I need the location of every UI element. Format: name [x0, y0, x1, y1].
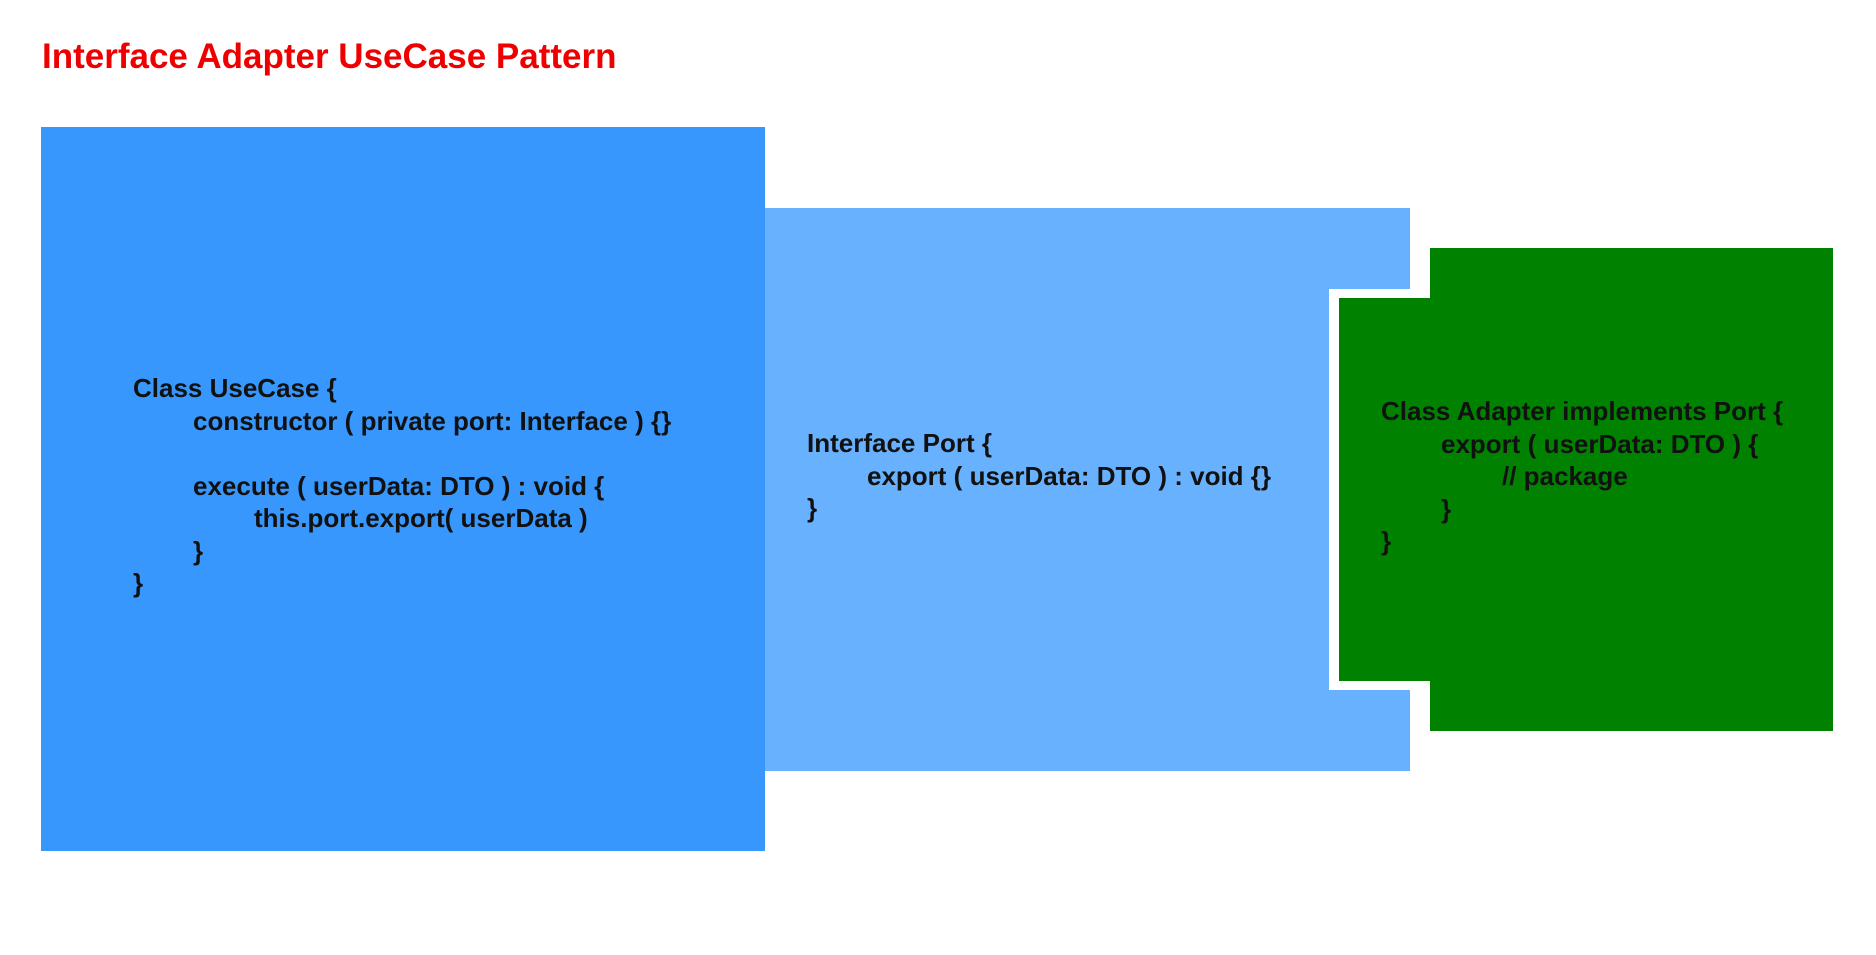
adapter-code-line: Class Adapter implements Port { [1381, 396, 1784, 426]
adapter-block [1430, 248, 1833, 731]
port-interface-block [765, 208, 1410, 771]
port-code-line: export ( userData: DTO ) : void {} [867, 460, 1272, 491]
usecase-block [41, 127, 765, 851]
usecase-code-line: constructor ( private port: Interface ) … [193, 405, 672, 436]
usecase-code: Class UseCase { constructor ( private po… [133, 372, 671, 600]
adapter-code-line: // package [1502, 461, 1628, 491]
port-code-line: } [807, 493, 818, 523]
usecase-code-line: } [193, 535, 204, 566]
usecase-code-line: this.port.export( userData ) [254, 503, 588, 533]
usecase-code-line: } [133, 568, 144, 598]
adapter-code-line: } [1381, 526, 1392, 556]
adapter-code-line: export ( userData: DTO ) { [1441, 428, 1759, 459]
usecase-code-line: execute ( userData: DTO ) : void { [193, 470, 605, 501]
adapter-code: Class Adapter implements Port { export (… [1381, 395, 1783, 558]
adapter-plug [1339, 298, 1439, 681]
usecase-code-line [133, 437, 671, 470]
port-code: Interface Port { export ( userData: DTO … [807, 427, 1271, 525]
diagram-title: Interface Adapter UseCase Pattern [42, 37, 617, 76]
adapter-code-line: } [1441, 493, 1452, 524]
usecase-code-line: Class UseCase { [133, 373, 337, 403]
port-code-line: Interface Port { [807, 428, 992, 458]
